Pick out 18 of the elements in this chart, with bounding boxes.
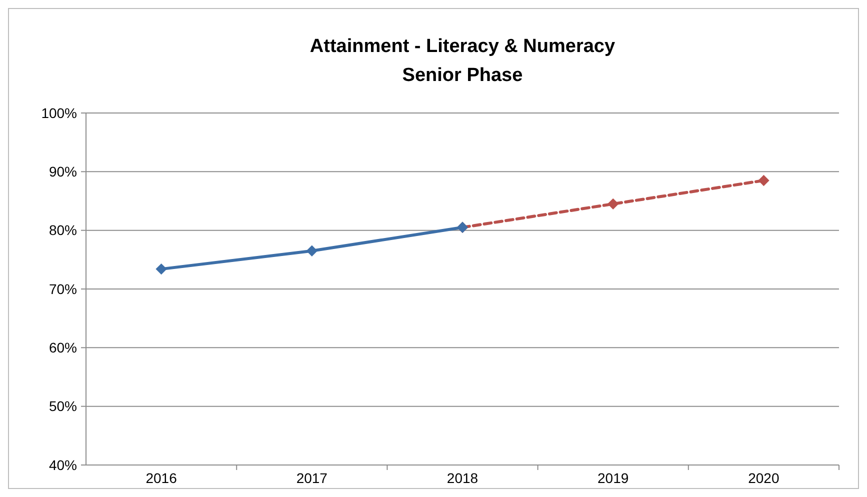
- y-tick-label: 60%: [48, 340, 77, 356]
- y-tick-label: 70%: [48, 280, 77, 297]
- point: [608, 198, 619, 210]
- y-tick-label: 90%: [48, 164, 77, 180]
- y-tick-label: 100%: [41, 104, 77, 121]
- x-tick-label: 2020: [748, 470, 780, 486]
- point: [156, 263, 167, 275]
- chart-title: Attainment - Literacy & Numeracy: [310, 36, 616, 57]
- x-tick-label: 2018: [446, 470, 478, 486]
- y-tick-label: 80%: [48, 222, 77, 238]
- chart-subtitle: Senior Phase: [402, 65, 523, 86]
- y-tick-label: 40%: [48, 456, 77, 473]
- x-tick-label: 2019: [598, 470, 629, 486]
- point: [758, 174, 770, 186]
- point: [306, 245, 318, 256]
- x-tick-label: 2017: [296, 470, 328, 486]
- x-tick-label: 2016: [146, 470, 178, 486]
- y-tick-label: 50%: [48, 398, 77, 414]
